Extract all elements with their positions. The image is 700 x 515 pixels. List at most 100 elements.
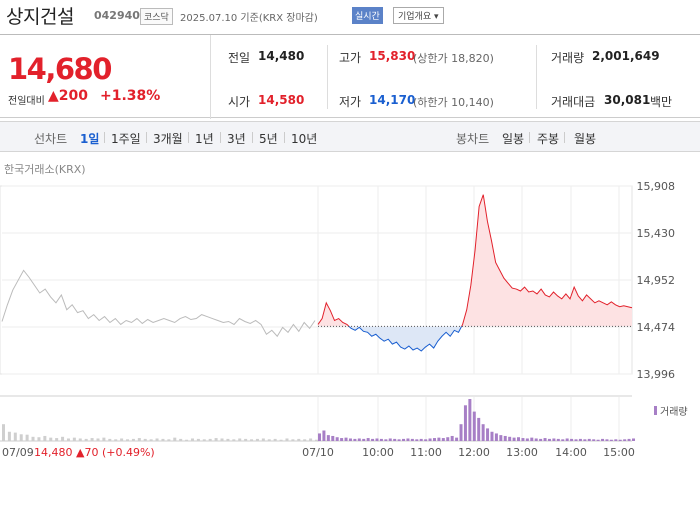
volume-bar <box>437 437 441 441</box>
tab-3m[interactable]: 3개월 <box>153 132 183 146</box>
tab-1d[interactable]: 1일 <box>80 132 100 146</box>
tab-daily[interactable]: 일봉 <box>502 132 525 146</box>
stock-header: 상지건설 042940 코스닥 2025.07.10 기준(KRX 장마감) 실… <box>0 0 700 34</box>
volume-bar <box>340 438 344 441</box>
prev-day-series <box>1 269 316 338</box>
volume-bar-prev <box>7 431 11 441</box>
volume-bar <box>508 436 512 441</box>
volume-bar-prev <box>315 439 318 441</box>
volume-bar-prev <box>43 435 47 441</box>
volume-bar <box>406 438 410 441</box>
prev-day-summary: 14,480 ▲70 (+0.49%) <box>34 446 155 459</box>
source-label: 한국거래소(KRX) <box>4 163 86 176</box>
volume-bar-prev <box>167 439 171 441</box>
date-label: 2025.07.10 기준(KRX 장마감) <box>180 13 318 24</box>
volume-bar <box>362 438 366 441</box>
volume-bar <box>450 435 454 441</box>
volume-bar <box>503 435 507 441</box>
volume-bar-prev <box>143 438 147 441</box>
volume-bar-prev <box>55 438 59 441</box>
volume-bar-prev <box>96 438 100 441</box>
volume-bar <box>627 438 631 441</box>
volume-bar-prev <box>232 439 236 441</box>
volume-bar-prev <box>273 438 277 441</box>
realtime-button[interactable]: 실시간 <box>352 7 383 24</box>
volume-bar <box>393 438 397 441</box>
volume-bar <box>419 438 423 441</box>
upper-limit: (상한가 18,820) <box>413 52 494 65</box>
volume-bar <box>379 438 383 441</box>
volume-bar-prev <box>131 438 135 441</box>
candle-chart-label: 봉차트 <box>456 132 490 146</box>
tab-weekly[interactable]: 주봉 <box>537 132 560 146</box>
volume-bar-prev <box>185 439 189 441</box>
volume-bar <box>534 438 538 441</box>
volume-bar <box>618 439 622 441</box>
volume-bar-prev <box>303 439 307 441</box>
tab-monthly[interactable]: 월봉 <box>574 132 597 146</box>
company-info-dropdown[interactable]: 기업개요 ▾ <box>393 7 444 24</box>
volume-bar-prev <box>202 439 206 441</box>
volume-bar <box>318 433 321 441</box>
x-tick-label: 14:00 <box>555 446 587 459</box>
volume-bar <box>490 431 494 441</box>
volume-bar <box>605 439 609 441</box>
high-value: 15,830 <box>369 49 416 63</box>
low-label: 저가 <box>339 95 362 109</box>
x-tick-label: 13:00 <box>506 446 538 459</box>
prev-close-label: 전일 <box>228 51 251 65</box>
volume-bar <box>428 438 432 441</box>
tab-3y[interactable]: 3년 <box>227 132 246 146</box>
volume-bar <box>375 438 379 441</box>
volume-bar <box>353 438 357 441</box>
tab-1w[interactable]: 1주일 <box>111 132 141 146</box>
y-tick-label: 14,952 <box>637 274 676 287</box>
volume-bar-prev <box>244 438 248 441</box>
today-down-series <box>348 326 463 352</box>
volume-bar-prev <box>285 438 289 441</box>
volume-bar-prev <box>226 438 230 441</box>
volume-bar-prev <box>102 437 106 441</box>
x-tick-label: 11:00 <box>410 446 442 459</box>
volume-bar <box>366 438 370 441</box>
volume-bar <box>592 439 596 441</box>
volume-bar <box>574 439 578 441</box>
volume-bar-prev <box>291 439 295 441</box>
volume-label: 거래량 <box>551 51 585 65</box>
lower-limit: (하한가 10,140) <box>413 96 494 109</box>
open-label: 시가 <box>228 95 251 109</box>
volume-bar <box>322 430 326 441</box>
volume-bar <box>481 424 485 441</box>
volume-bar-prev <box>279 439 283 441</box>
volume-bar-prev <box>84 438 88 441</box>
volume-bar <box>587 438 591 441</box>
volume-bar <box>547 438 551 441</box>
volume-bar-prev <box>255 438 259 441</box>
chart-tabs: 선차트 1일 1주일 3개월 1년 3년 5년 10년 봉차트 일봉 주봉 월봉 <box>0 121 700 152</box>
volume-bar <box>494 433 498 441</box>
volume-bar <box>459 424 463 441</box>
tab-10y[interactable]: 10년 <box>291 132 318 146</box>
volume-bar <box>410 438 414 441</box>
volume-bar <box>388 438 392 441</box>
volume-bar-prev <box>137 438 141 441</box>
volume-bar-prev <box>173 437 177 441</box>
volume-bar-prev <box>78 438 82 441</box>
volume-legend-label: 거래량 <box>660 406 688 418</box>
volume-bar <box>539 438 543 441</box>
volume-bar <box>455 437 459 441</box>
market-badge: 코스닥 <box>140 8 173 25</box>
volume-bar-prev <box>214 438 218 441</box>
volume-bar <box>477 417 481 441</box>
volume-bar <box>552 438 556 441</box>
tab-5y[interactable]: 5년 <box>259 132 278 146</box>
change-percent: +1.38% <box>100 88 161 104</box>
tab-1y[interactable]: 1년 <box>195 132 214 146</box>
y-tick-label: 15,430 <box>637 227 676 240</box>
x-tick-label: 10:00 <box>362 446 394 459</box>
x-tick-label: 07/10 <box>302 446 334 459</box>
down-area <box>348 326 462 351</box>
volume-bar-prev <box>66 438 70 441</box>
volume-bar <box>397 439 401 441</box>
volume-bar <box>512 437 516 441</box>
